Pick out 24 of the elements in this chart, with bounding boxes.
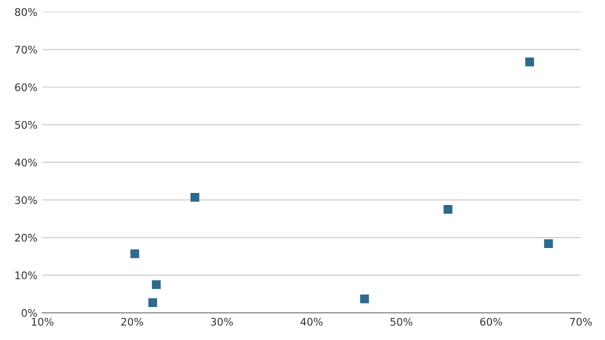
x-tick-label: 60% — [480, 318, 502, 326]
y-tick-label: 30% — [15, 196, 37, 204]
x-tick-label: 20% — [121, 318, 144, 326]
x-tick-label: 30% — [211, 318, 233, 326]
y-tick-label: 70% — [15, 46, 37, 54]
point — [152, 280, 161, 289]
y-tick-label: 0% — [22, 309, 37, 317]
point — [190, 192, 200, 202]
point — [444, 204, 452, 214]
point — [525, 58, 534, 66]
point — [148, 298, 158, 308]
y-tick-label: 10% — [15, 271, 37, 280]
x-tick-label: 10% — [32, 318, 54, 326]
x-tick-label: 50% — [390, 318, 412, 326]
point — [360, 294, 369, 304]
y-tick-label: 80% — [15, 8, 37, 16]
x-tick-label: 40% — [300, 318, 323, 326]
x-tick-label: 70% — [570, 318, 592, 326]
y-tick-label: 40% — [14, 158, 37, 166]
point — [130, 249, 140, 258]
point — [544, 239, 553, 248]
y-tick-label: 20% — [15, 234, 37, 242]
y-tick-label: 50% — [15, 120, 37, 129]
y-tick-label: 60% — [15, 83, 37, 92]
